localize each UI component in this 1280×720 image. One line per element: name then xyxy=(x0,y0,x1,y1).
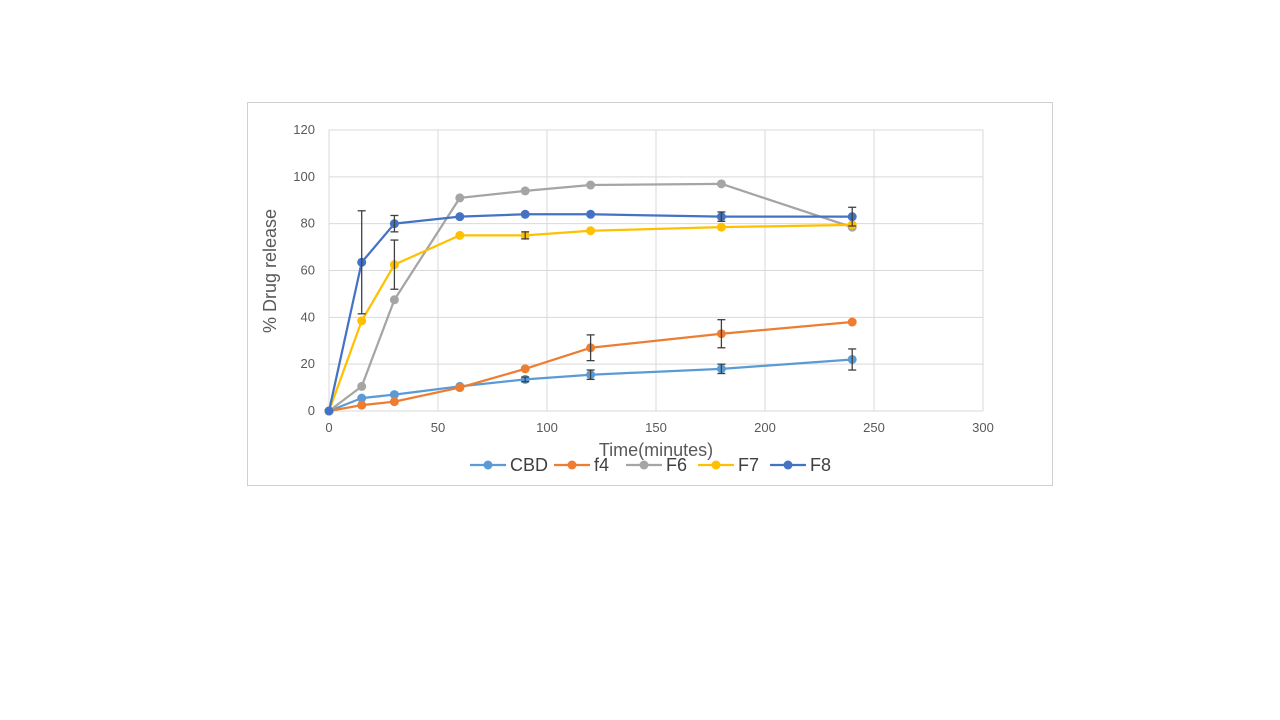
series-line-f8 xyxy=(327,213,853,412)
error-bar-cbd xyxy=(521,376,530,383)
x-tick-label: 150 xyxy=(645,420,667,435)
x-tick-label: 250 xyxy=(863,420,885,435)
legend-item-f8: F8 xyxy=(770,455,831,475)
legend-label: f4 xyxy=(594,455,609,475)
x-tick-label: 0 xyxy=(325,420,332,435)
x-axis-ticks: 0 50 100 150 200 250 300 xyxy=(325,420,993,435)
legend-item-f4: f4 xyxy=(554,455,609,475)
data-point-f8 xyxy=(324,406,334,416)
legend-label: F8 xyxy=(810,455,831,475)
data-point-f8 xyxy=(520,209,530,219)
error-bar-f8 xyxy=(390,214,399,233)
error-bar-cbd xyxy=(717,363,726,375)
error-bar-f8 xyxy=(717,211,726,222)
x-tick-label: 100 xyxy=(536,420,558,435)
data-point-f7 xyxy=(455,230,465,240)
legend-swatch-marker xyxy=(639,460,649,470)
y-axis-title: % Drug release xyxy=(260,209,280,333)
series xyxy=(324,179,857,416)
data-point-f8 xyxy=(455,212,465,222)
data-point-f6 xyxy=(389,295,399,305)
data-point-cbd xyxy=(389,390,399,400)
error-bar-f4 xyxy=(586,334,595,362)
legend-swatch-marker xyxy=(483,460,493,470)
legend-label: CBD xyxy=(510,455,548,475)
error-bar-cbd xyxy=(848,348,857,371)
legend-item-cbd: CBD xyxy=(470,455,548,475)
data-point-f4 xyxy=(357,400,367,410)
data-point-f6 xyxy=(586,180,596,190)
data-point-cbd xyxy=(357,393,367,403)
error-bar-f8 xyxy=(848,206,857,227)
error-bar-cbd xyxy=(586,369,595,381)
error-bar-f7 xyxy=(521,231,530,240)
x-tick-label: 200 xyxy=(754,420,776,435)
legend-swatch-marker xyxy=(711,460,721,470)
error-bar-f7 xyxy=(390,239,399,290)
data-point-f4 xyxy=(520,364,530,374)
x-axis-title: Time(minutes) xyxy=(599,440,713,460)
data-point-f4 xyxy=(455,383,465,393)
legend-item-f6: F6 xyxy=(626,455,687,475)
series-line-f7 xyxy=(327,223,853,412)
data-point-f4 xyxy=(389,397,399,407)
data-point-f6 xyxy=(520,186,530,196)
legend-label: F7 xyxy=(738,455,759,475)
data-point-f7 xyxy=(586,226,596,236)
data-point-f7 xyxy=(716,222,726,232)
data-point-f7 xyxy=(357,316,367,326)
y-tick-label: 0 xyxy=(308,403,315,418)
y-axis-ticks: 0 20 40 60 80 100 120 xyxy=(293,122,315,418)
data-point-f6 xyxy=(455,193,465,203)
chart-frame: 0 20 40 60 80 100 120 0 50 100 150 200 250 300 % Dru… xyxy=(247,102,1053,486)
data-point-f6 xyxy=(716,179,726,189)
error-bar-f8 xyxy=(357,210,366,315)
error-bar-f4 xyxy=(717,319,726,349)
y-tick-label: 100 xyxy=(293,169,315,184)
series-line-cbd xyxy=(328,358,853,413)
y-tick-label: 120 xyxy=(293,122,315,137)
grid xyxy=(328,129,984,412)
error-bars xyxy=(357,206,857,383)
y-tick-label: 80 xyxy=(301,216,315,231)
y-tick-label: 60 xyxy=(301,263,315,278)
legend-label: F6 xyxy=(666,455,687,475)
legend-swatch-marker xyxy=(783,460,793,470)
legend-swatch-marker xyxy=(567,460,577,470)
data-point-f6 xyxy=(357,381,367,391)
drug-release-chart: 0 20 40 60 80 100 120 0 50 100 150 200 250 300 % Dru… xyxy=(260,122,994,475)
series-line-f4 xyxy=(328,320,853,413)
x-tick-label: 300 xyxy=(972,420,994,435)
y-tick-label: 40 xyxy=(301,309,315,324)
series-line-f6 xyxy=(328,182,853,412)
y-tick-label: 20 xyxy=(301,356,315,371)
x-tick-label: 50 xyxy=(431,420,445,435)
legend: CBD f4 F6 F7 F8 xyxy=(470,455,831,475)
data-point-f8 xyxy=(586,209,596,219)
legend-item-f7: F7 xyxy=(698,455,759,475)
data-point-f4 xyxy=(847,317,857,327)
